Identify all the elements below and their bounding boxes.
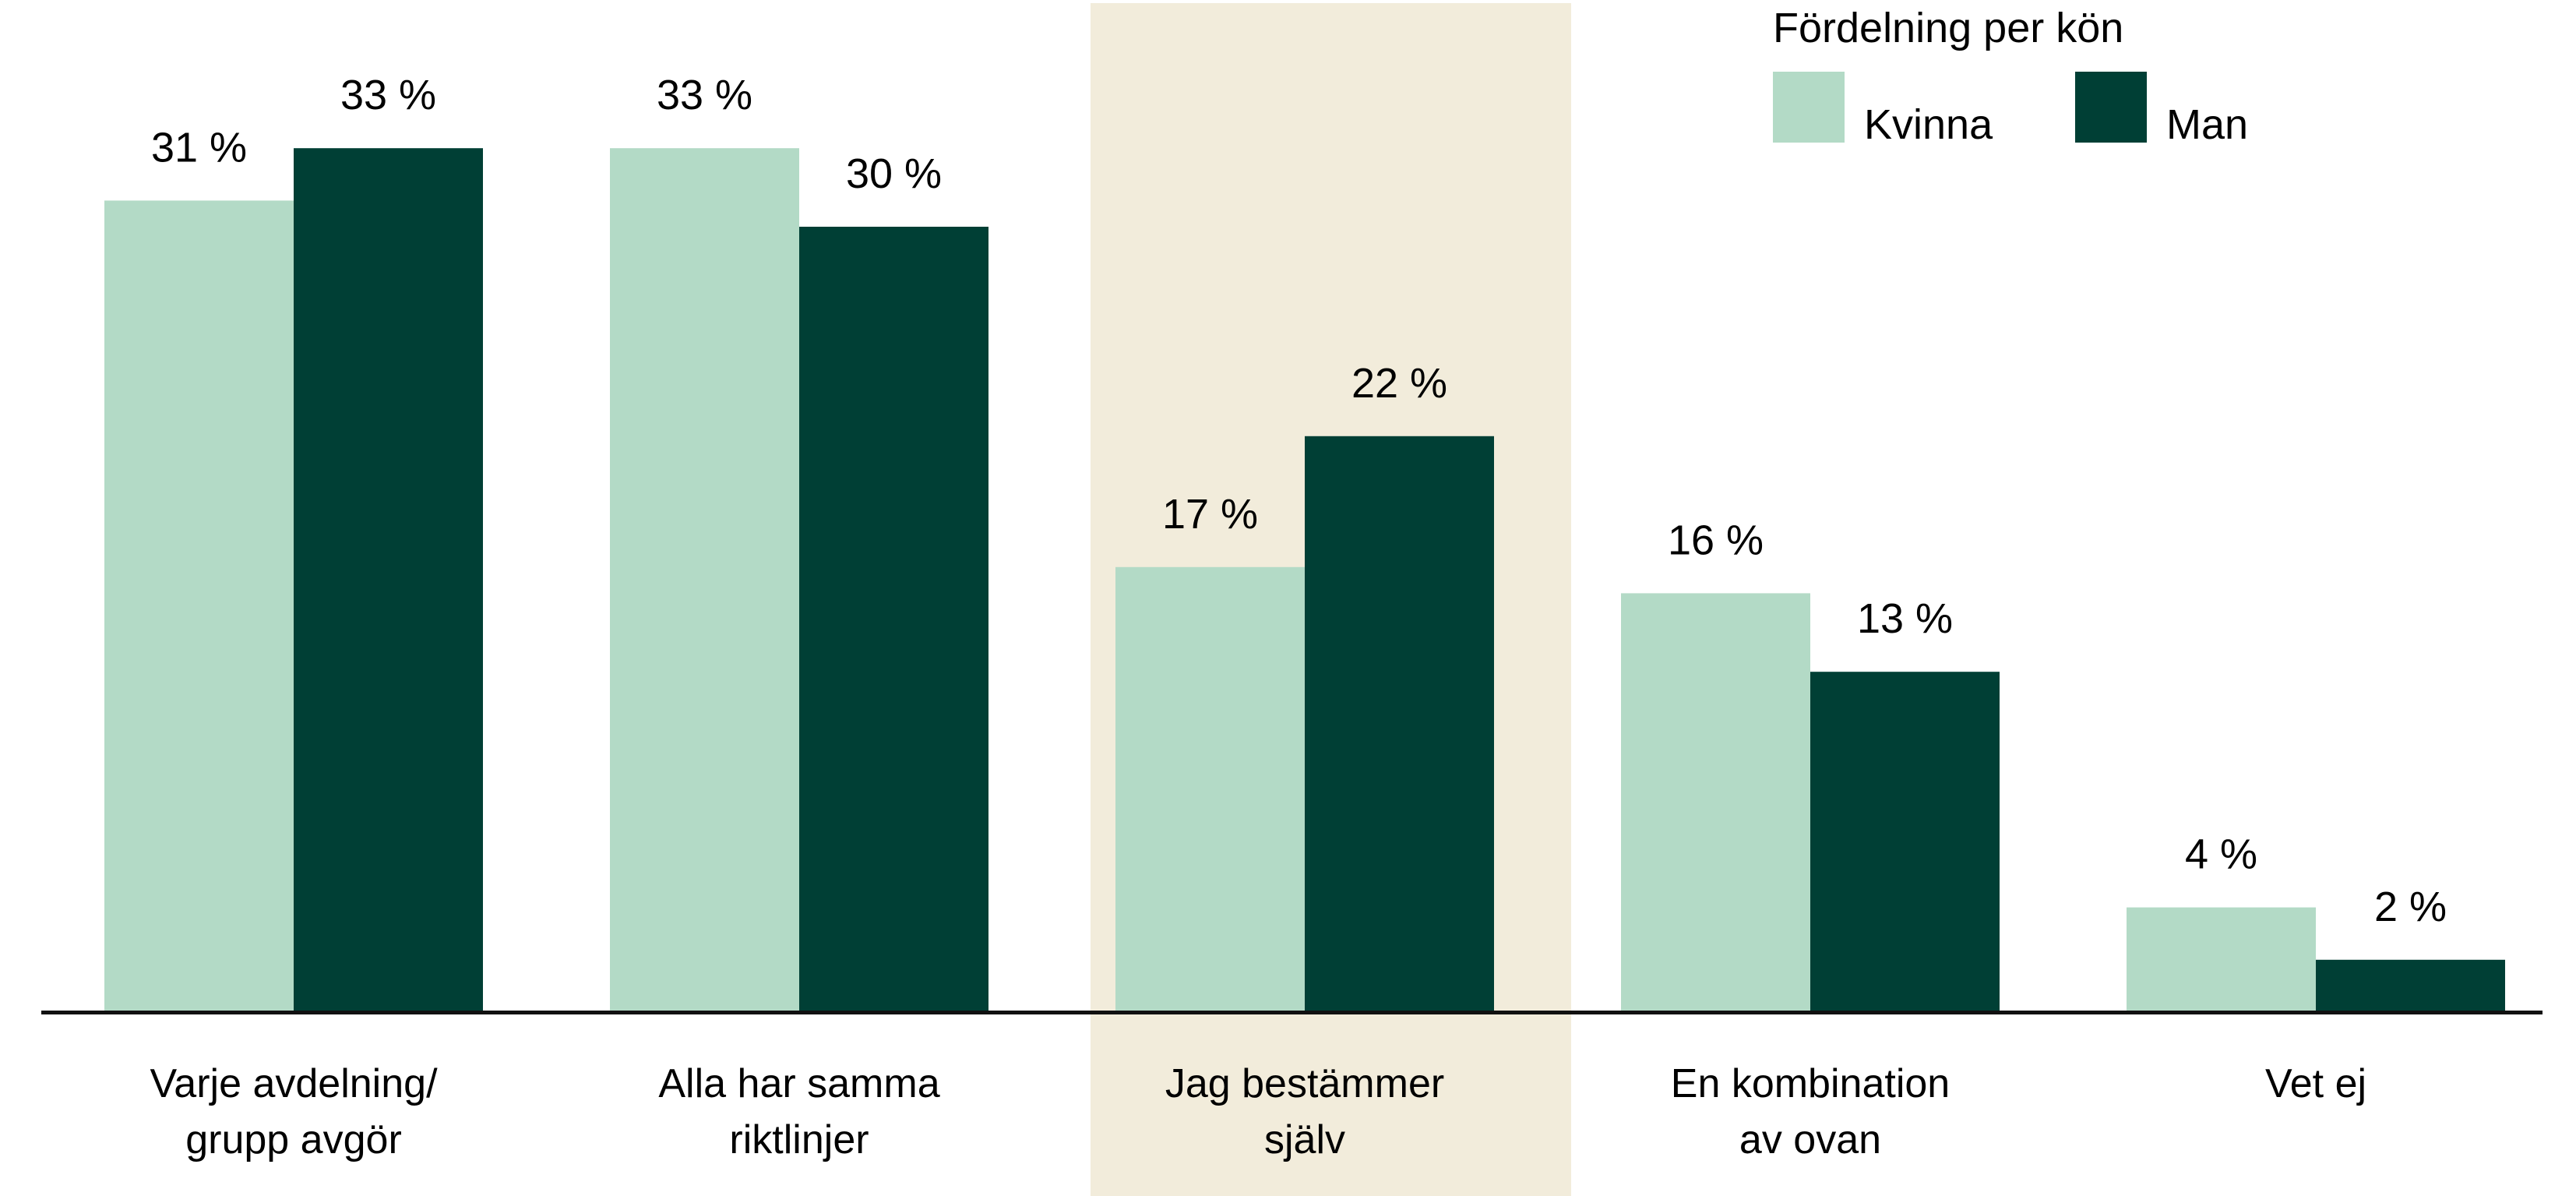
category-label: av ovan	[1739, 1117, 1881, 1162]
category-label: Varje avdelning/	[150, 1061, 438, 1106]
legend-swatch-man	[2075, 72, 2147, 143]
data-label: 22 %	[1351, 360, 1447, 407]
bar-man	[1810, 672, 2000, 1012]
bar-kvinna	[1621, 593, 1810, 1012]
data-label: 2 %	[2374, 884, 2447, 930]
category-label: Jag bestämmer	[1165, 1061, 1444, 1106]
data-label: 31 %	[151, 124, 247, 171]
category-label: riktlinjer	[729, 1117, 869, 1162]
bar-kvinna	[610, 148, 799, 1013]
category-label: Alla har samma	[658, 1061, 939, 1106]
data-label: 16 %	[1668, 517, 1764, 563]
legend-title: Fördelning per kön	[1773, 5, 2123, 51]
bar-man	[2316, 959, 2505, 1012]
data-label: 17 %	[1162, 491, 1258, 538]
data-label: 13 %	[1857, 595, 1953, 642]
bar-kvinna	[1115, 566, 1305, 1012]
data-label: 33 %	[657, 72, 752, 118]
legend-label-man: Man	[2166, 101, 2248, 148]
data-label: 33 %	[340, 72, 436, 118]
category-label: En kombination	[1671, 1061, 1950, 1106]
category-label: grupp avgör	[185, 1117, 402, 1162]
category-label: Vet ej	[2265, 1061, 2366, 1106]
legend-swatch-kvinna	[1773, 72, 1845, 143]
bar-kvinna	[2127, 907, 2316, 1012]
bar-man	[294, 148, 483, 1013]
bar-kvinna	[104, 200, 294, 1012]
x-axis-line	[41, 1011, 2543, 1014]
data-label: 30 %	[846, 150, 942, 197]
bar-man	[1305, 436, 1494, 1012]
legend-label-kvinna: Kvinna	[1864, 101, 1993, 148]
bar-man	[799, 227, 988, 1012]
category-label: själv	[1264, 1117, 1345, 1162]
data-label: 4 %	[2185, 831, 2257, 878]
